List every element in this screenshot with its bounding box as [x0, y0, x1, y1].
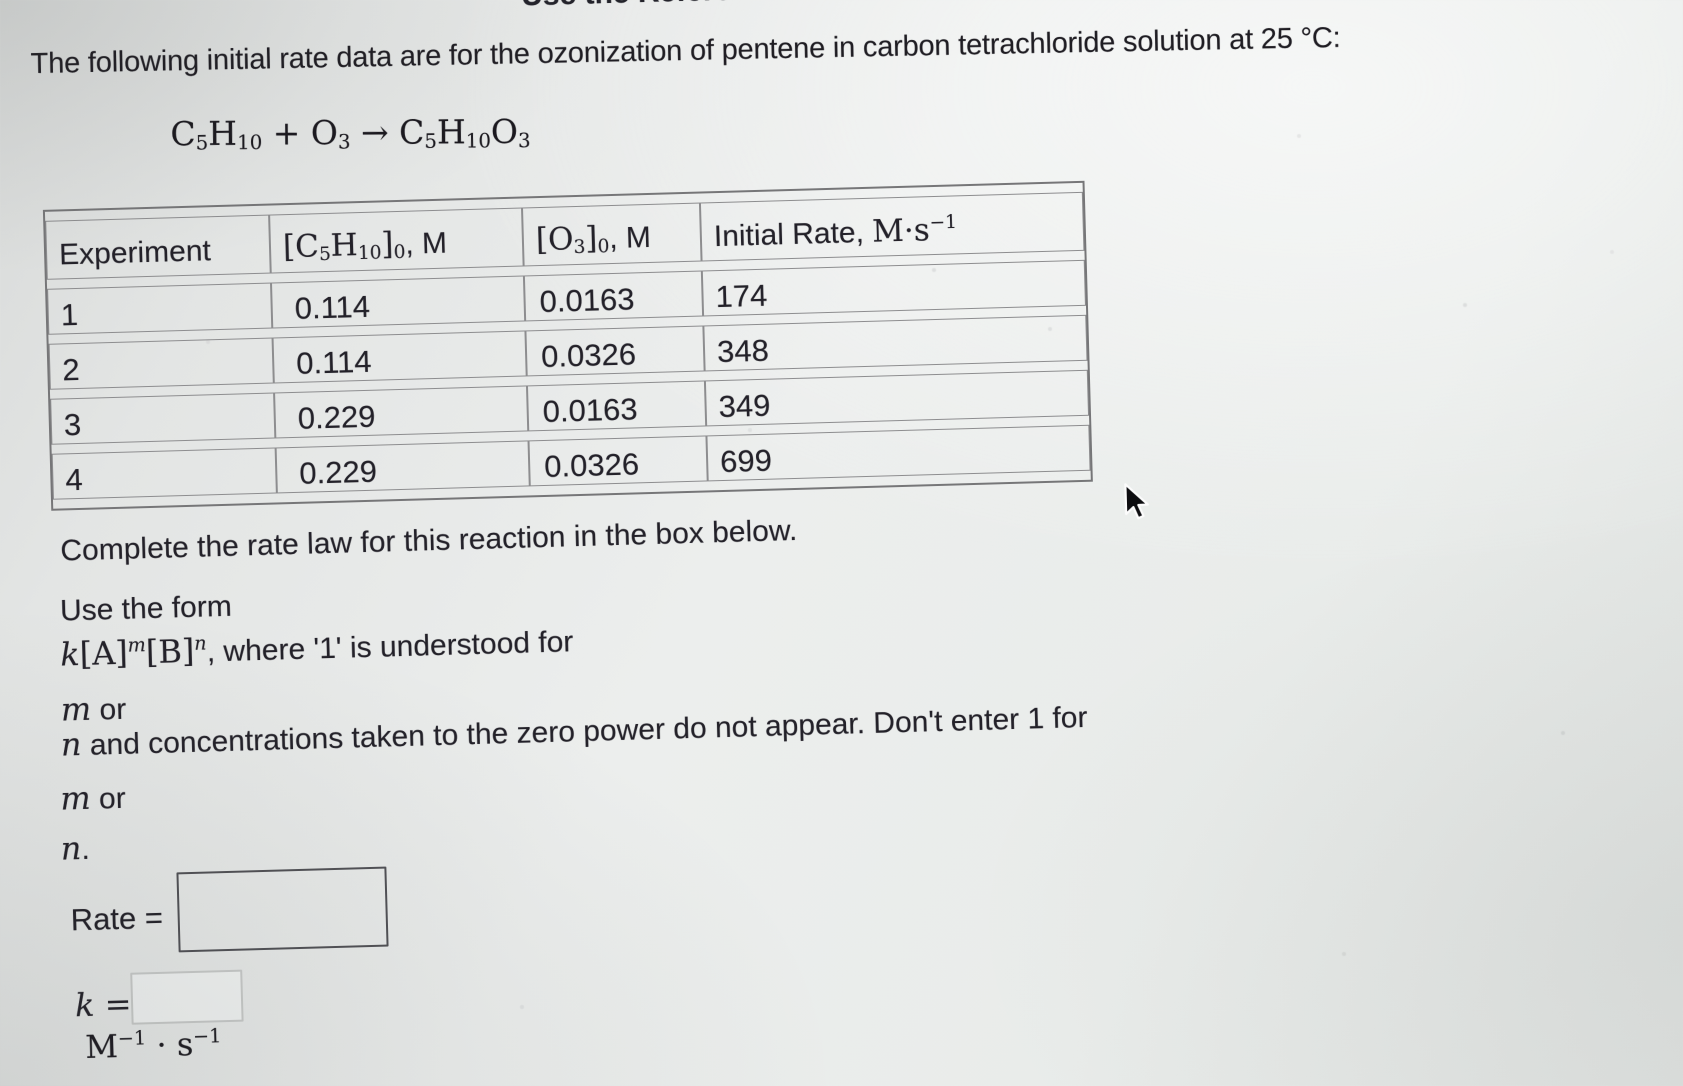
rate-law-input[interactable] — [176, 866, 389, 953]
mouse-cursor — [1123, 482, 1150, 526]
instruction-m-or: m or — [60, 689, 127, 729]
cell-o3: 0.0163 — [523, 270, 704, 322]
cell-o3: 0.0163 — [526, 380, 707, 432]
rate-equals-label: Rate = — [70, 899, 164, 938]
cell-rate: 349 — [704, 369, 1090, 427]
cell-c5h10: 0.229 — [274, 385, 529, 439]
k-units-label: M−1 · s−1 — [84, 1024, 222, 1067]
clipped-header-text: Use the Refere — [521, 0, 732, 13]
cell-experiment: 4 — [51, 447, 277, 500]
k-value-input[interactable] — [130, 969, 244, 1025]
cell-experiment: 2 — [48, 337, 274, 390]
instruction-m-or-2: m or — [59, 778, 127, 818]
instruction-use-the-form: Use the form — [59, 589, 233, 628]
cell-rate: 174 — [701, 259, 1086, 317]
cell-rate: 348 — [703, 314, 1088, 372]
instruction-zero-power: n and concentrations taken to the zero p… — [60, 700, 1088, 764]
cell-c5h10: 0.114 — [272, 330, 527, 384]
arrow-cursor-icon — [1124, 483, 1150, 520]
header-experiment: Experiment — [45, 214, 271, 280]
cell-experiment: 1 — [47, 282, 273, 335]
instruction-rate-law-form: k[A]m[B]n, where '1' is understood for — [59, 625, 574, 674]
rate-data-table: Experiment [C5H10]0, M [O3]0, M Initial … — [42, 180, 1093, 511]
cell-o3: 0.0326 — [528, 435, 708, 487]
cell-c5h10: 0.229 — [275, 440, 530, 494]
complete-rate-law-instruction: Complete the rate law for this reaction … — [59, 513, 798, 568]
cell-experiment: 3 — [50, 392, 276, 445]
header-c5h10-concentration: [C5H10]0, M — [269, 207, 524, 274]
k-equals-label: k = — [74, 984, 132, 1025]
header-initial-rate: Initial Rate, M·s−1 — [699, 191, 1085, 262]
problem-statement: The following initial rate data are for … — [30, 21, 1341, 81]
instruction-n-period: n. — [60, 829, 91, 868]
cell-c5h10: 0.114 — [270, 275, 526, 329]
chemical-equation: C5H10 + O3 → C5H10O3 — [170, 111, 531, 155]
header-o3-concentration: [O3]0, M — [521, 202, 702, 267]
cell-rate: 699 — [706, 424, 1091, 482]
cell-o3: 0.0326 — [525, 325, 705, 377]
